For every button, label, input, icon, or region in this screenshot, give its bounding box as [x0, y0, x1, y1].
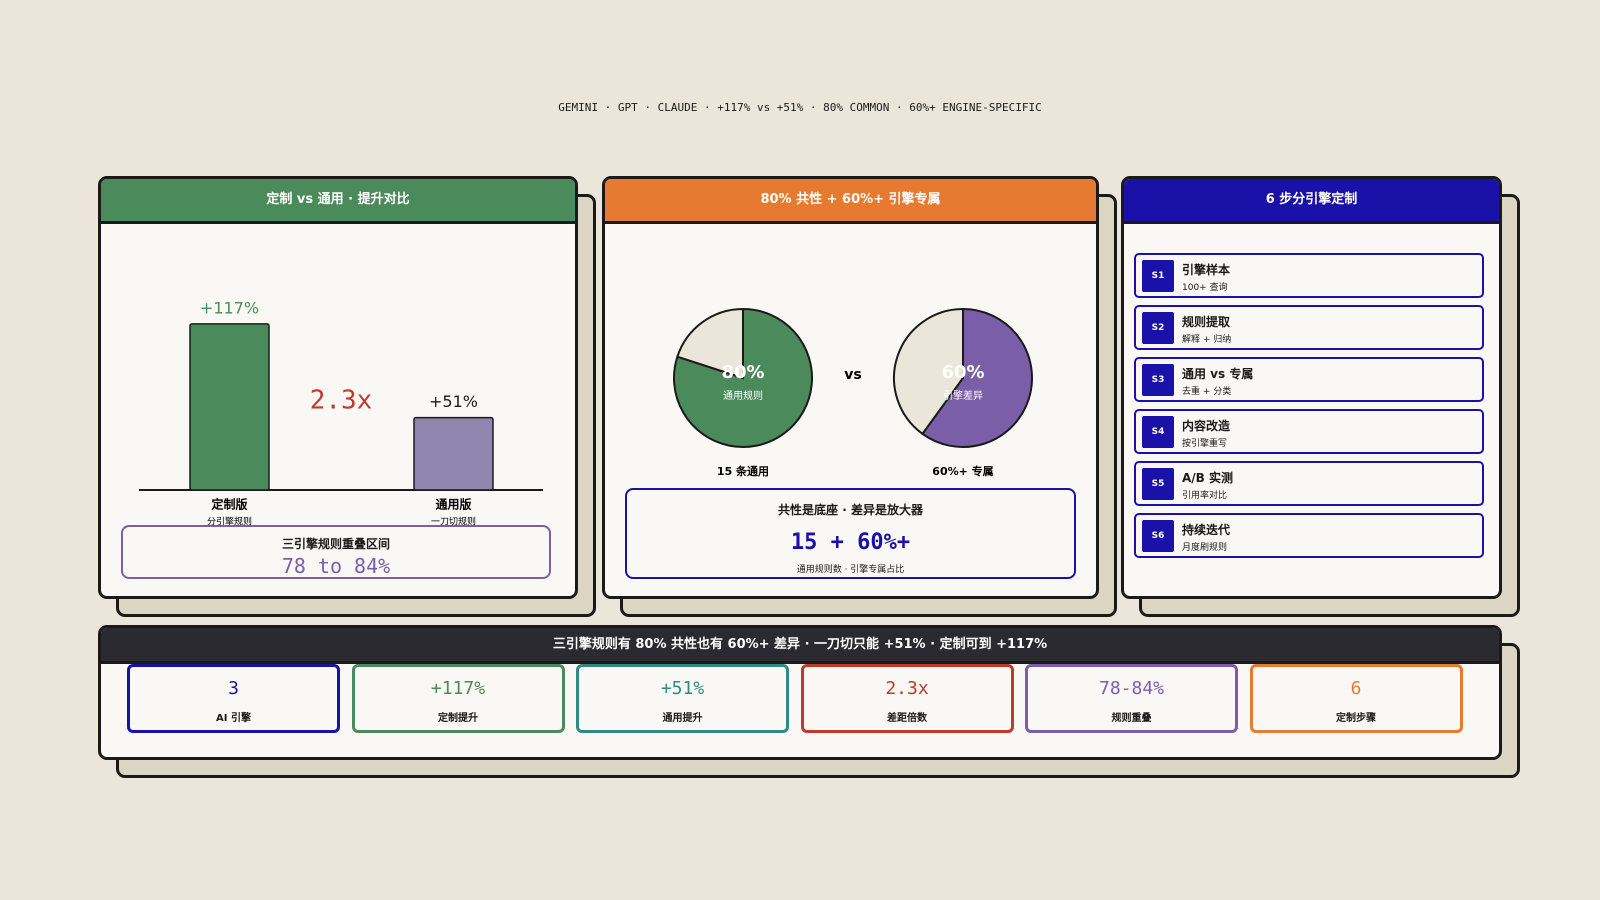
stat-label: 规则重叠 [1111, 713, 1152, 724]
pie-slice [921, 307, 1033, 448]
summary-value: 15 + 60%+ [790, 530, 911, 555]
panel-header: 80% 共性 + 60%+ 引擎专属 [605, 179, 1096, 224]
step-title: 内容改造 [1182, 419, 1231, 433]
summary-box: 共性是底座 · 差异是放大器 15 + 60%+ 通用规则数 · 引擎专属占比 [625, 488, 1076, 579]
step-detail: 去重 + 分类 [1182, 387, 1232, 397]
step-badge: S6 [1142, 520, 1174, 552]
step: S4 内容改造按引擎重写 [1134, 409, 1484, 454]
step-title: A/B 实测 [1182, 471, 1233, 485]
stat-card: 78-84% 规则重叠 [1025, 664, 1238, 733]
step-title: 引擎样本 [1182, 263, 1231, 277]
category-label: 通用版 [435, 497, 471, 512]
bar [413, 416, 494, 491]
stat-card: 6 定制步骤 [1249, 664, 1463, 733]
step: S1 引擎样本 100+ 查询 [1134, 253, 1484, 298]
panel: 6 步分引擎定制 S1 引擎样本 100+ 查询 S2 规则提取解释 + 归纳 S3 通用 … [1121, 176, 1502, 599]
stat-label: AI 引擎 [216, 713, 251, 724]
panel: 定制 vs 通用 · 提升对比 2.3x +117% 定制版分引擎规则 +51% 通用… [98, 176, 578, 599]
step-list: S1 引擎样本 100+ 查询 S2 规则提取解释 + 归纳 S3 通用 vs 专属去重 +… [1124, 179, 1499, 596]
annotation: 2.3x [310, 386, 373, 416]
panel-header: 定制 vs 通用 · 提升对比 [101, 179, 575, 224]
stat-value: 78-84% [1098, 678, 1165, 699]
stat-card: +51% 通用提升 [576, 664, 789, 733]
step: S2 规则提取解释 + 归纳 [1134, 305, 1484, 350]
pie-category: 通用规则 [723, 389, 763, 402]
stat-label: 定制步骤 [1336, 713, 1376, 724]
subtitle: GEMINI · GPT · CLAUDE · +117% vs +51% · … [558, 101, 1042, 114]
pie-slice [676, 307, 744, 380]
summary-title: 共性是底座 · 差异是放大器 [778, 503, 923, 517]
step-badge: S1 [1142, 260, 1174, 292]
step-detail: 引用率对比 [1182, 491, 1228, 501]
step-detail: 月度刷规则 [1182, 543, 1228, 553]
category-sublabel: 分引擎规则 [207, 516, 252, 528]
value-label: +117% [200, 298, 259, 317]
panel-header: 6 步分引擎定制 [1124, 179, 1499, 224]
step-detail: 按引擎重写 [1182, 439, 1228, 449]
step-title: 规则提取 [1182, 315, 1231, 329]
value-label: +51% [429, 392, 478, 411]
step-badge: S4 [1142, 416, 1174, 448]
stat-label: 定制提升 [438, 713, 478, 724]
panel: 三引擎规则有 80% 共性也有 60%+ 差异 · 一刀切只能 +51% · 定… [98, 625, 1502, 760]
overlap-value: 78 to 84% [281, 554, 391, 578]
overlap-title: 三引擎规则重叠区间 [281, 537, 390, 551]
stat-label: 通用提升 [662, 713, 703, 724]
step-badge: S3 [1142, 364, 1174, 396]
pie-caption: 60%+ 专属 [932, 464, 993, 478]
stat-value: +51% [660, 678, 705, 699]
step: S3 通用 vs 专属去重 + 分类 [1134, 357, 1484, 402]
step-title: 持续迭代 [1182, 523, 1231, 537]
stat-card: 2.3x 差距倍数 [800, 664, 1014, 733]
step: S5 A/B 实测引用率对比 [1134, 461, 1484, 506]
summary-caption: 通用规则数 · 引擎专属占比 [796, 565, 905, 575]
stat-value: 6 [1350, 678, 1362, 699]
panel: 80% 共性 + 60%+ 引擎专属 vs 80% 通用规则 15 条通用 60% 引擎… [602, 176, 1099, 599]
pie-charts: vs 80% 通用规则 15 条通用 60% 引擎差异 60%+ 专属 [673, 307, 1033, 478]
stat-label: 差距倍数 [887, 713, 927, 724]
stat-card: +117% 定制提升 [351, 664, 565, 733]
category-label: 定制版 [211, 497, 247, 512]
pie-caption: 15 条通用 [717, 464, 769, 478]
pie-category: 引擎差异 [943, 389, 983, 402]
stat-value: +117% [430, 678, 486, 699]
step-badge: S2 [1142, 312, 1174, 344]
pie-value-label: 60% [941, 362, 984, 383]
step-badge: S5 [1142, 468, 1174, 500]
stat-row: 3 AI 引擎 +117% 定制提升 +51% 通用提升 2.3x 差距倍数 78-84% 规则重… [101, 628, 1499, 757]
stat-value: 2.3x [885, 678, 929, 699]
pie-vs: vs [844, 367, 861, 383]
stat-value: 3 [228, 678, 239, 699]
step-detail: 100+ 查询 [1182, 283, 1228, 293]
overlap-box: 三引擎规则重叠区间 78 to 84% [121, 525, 551, 579]
bar [189, 323, 270, 491]
stat-card: 3 AI 引擎 [127, 664, 340, 733]
step: S6 持续迭代月度刷规则 [1134, 513, 1484, 558]
pie-value-label: 80% [721, 362, 764, 383]
step-title: 通用 vs 专属 [1182, 367, 1254, 381]
category-sublabel: 一刀切规则 [431, 516, 476, 528]
pie-slice [893, 307, 964, 436]
banner: 三引擎规则有 80% 共性也有 60%+ 差异 · 一刀切只能 +51% · 定… [101, 628, 1499, 664]
step-detail: 解释 + 归纳 [1182, 335, 1232, 345]
